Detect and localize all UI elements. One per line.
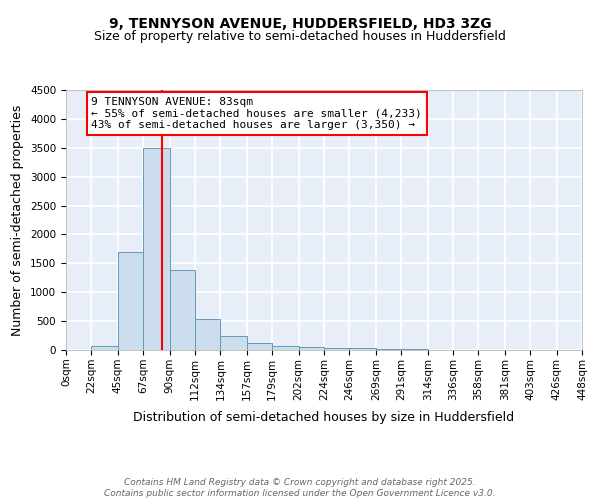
Text: Size of property relative to semi-detached houses in Huddersfield: Size of property relative to semi-detach…	[94, 30, 506, 43]
Bar	[349, 348, 376, 350]
Bar	[324, 348, 349, 350]
Text: Contains HM Land Registry data © Crown copyright and database right 2025.
Contai: Contains HM Land Registry data © Crown c…	[104, 478, 496, 498]
Bar	[272, 346, 299, 350]
Text: 9 TENNYSON AVENUE: 83sqm
← 55% of semi-detached houses are smaller (4,233)
43% o: 9 TENNYSON AVENUE: 83sqm ← 55% of semi-d…	[91, 97, 422, 130]
Y-axis label: Number of semi-detached properties: Number of semi-detached properties	[11, 104, 25, 336]
Bar	[170, 270, 195, 350]
Bar	[195, 320, 220, 350]
Bar	[247, 343, 272, 350]
Text: 9, TENNYSON AVENUE, HUDDERSFIELD, HD3 3ZG: 9, TENNYSON AVENUE, HUDDERSFIELD, HD3 3Z…	[109, 18, 491, 32]
Bar	[299, 347, 324, 350]
Bar	[143, 148, 170, 350]
Bar	[91, 346, 118, 350]
X-axis label: Distribution of semi-detached houses by size in Huddersfield: Distribution of semi-detached houses by …	[133, 411, 515, 424]
Bar	[118, 252, 143, 350]
Bar	[376, 349, 401, 350]
Bar	[220, 336, 247, 350]
